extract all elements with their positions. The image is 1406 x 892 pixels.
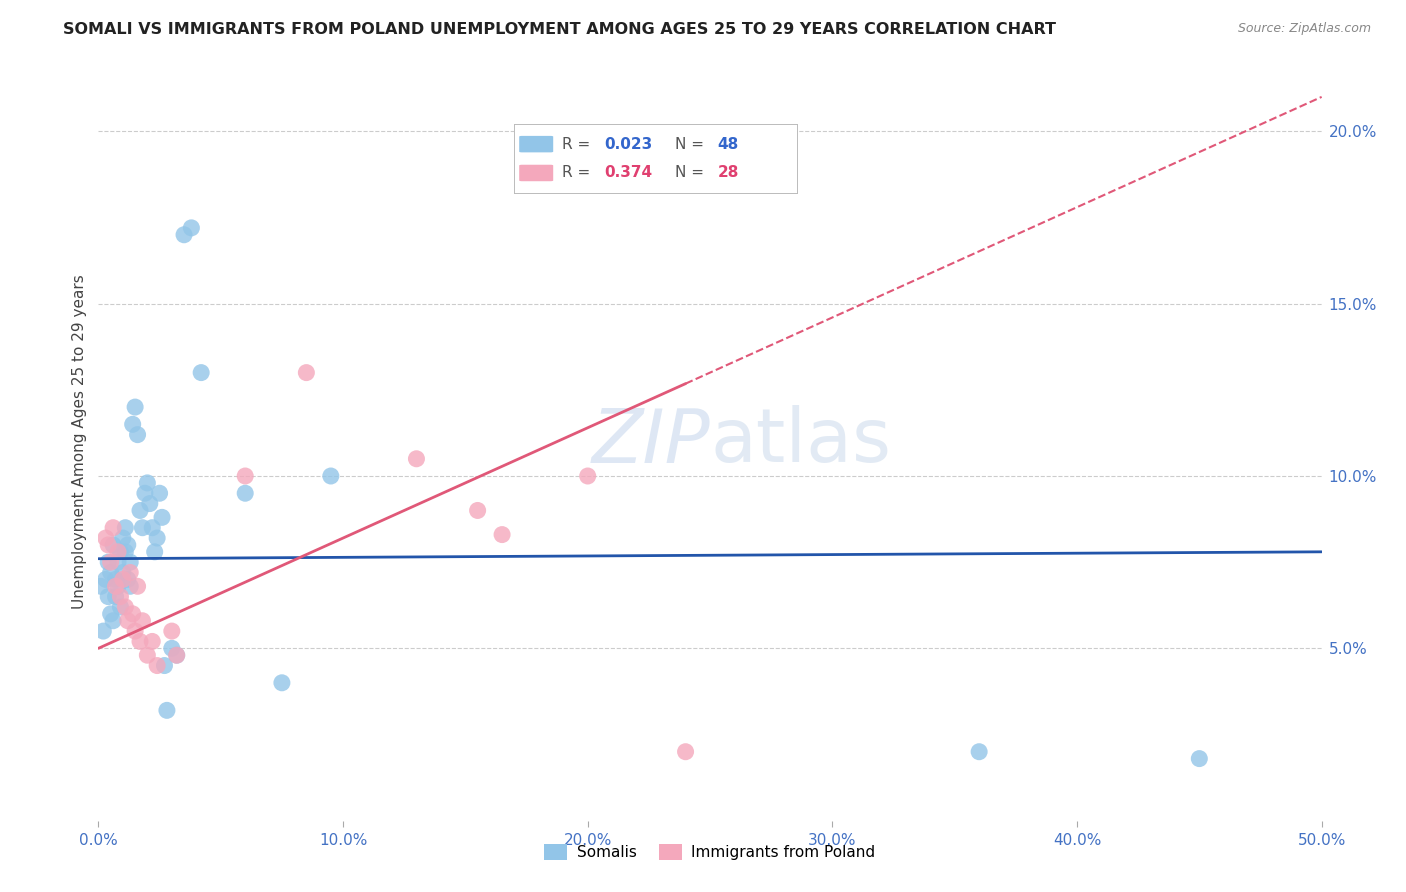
Point — [104, 590, 127, 604]
Point — [295, 366, 318, 380]
Point — [120, 555, 142, 569]
Point — [405, 451, 427, 466]
Point — [160, 641, 183, 656]
Point — [270, 675, 294, 690]
Point — [107, 545, 129, 559]
Point — [160, 624, 183, 639]
Point — [173, 227, 195, 242]
Point — [124, 624, 146, 639]
Point — [129, 634, 152, 648]
Point — [104, 579, 127, 593]
Text: SOMALI VS IMMIGRANTS FROM POLAND UNEMPLOYMENT AMONG AGES 25 TO 29 YEARS CORRELAT: SOMALI VS IMMIGRANTS FROM POLAND UNEMPLO… — [63, 22, 1056, 37]
Point — [156, 703, 179, 717]
FancyBboxPatch shape — [519, 136, 553, 153]
Point — [114, 545, 136, 559]
Point — [150, 510, 173, 524]
Point — [146, 658, 169, 673]
Point — [114, 599, 136, 614]
Point — [120, 579, 142, 593]
Text: Source: ZipAtlas.com: Source: ZipAtlas.com — [1237, 22, 1371, 36]
Point — [110, 599, 132, 614]
Point — [127, 427, 149, 442]
Point — [141, 634, 163, 648]
Point — [111, 531, 134, 545]
Text: ZIP: ZIP — [592, 406, 710, 477]
Point — [146, 531, 169, 545]
Point — [101, 538, 124, 552]
Point — [467, 503, 489, 517]
Point — [233, 486, 256, 500]
Point — [111, 566, 134, 580]
Point — [129, 503, 152, 517]
Point — [141, 521, 163, 535]
Point — [100, 555, 122, 569]
Point — [675, 745, 697, 759]
Point — [97, 590, 120, 604]
Point — [91, 624, 114, 639]
Point — [153, 658, 176, 673]
Text: N =: N = — [675, 166, 709, 180]
Point — [124, 400, 146, 414]
Point — [491, 527, 513, 541]
Point — [121, 607, 143, 621]
Point — [190, 366, 212, 380]
Y-axis label: Unemployment Among Ages 25 to 29 years: Unemployment Among Ages 25 to 29 years — [72, 274, 87, 609]
Point — [101, 521, 124, 535]
Text: R =: R = — [562, 136, 595, 152]
Point — [1188, 751, 1211, 765]
Point — [127, 579, 149, 593]
Point — [180, 220, 202, 235]
Point — [117, 573, 139, 587]
Point — [101, 614, 124, 628]
Point — [107, 579, 129, 593]
Point — [100, 566, 122, 580]
Point — [110, 590, 132, 604]
Point — [143, 545, 166, 559]
Text: 0.374: 0.374 — [605, 166, 652, 180]
Point — [97, 555, 120, 569]
Point — [136, 648, 159, 663]
Point — [166, 648, 188, 663]
Point — [117, 538, 139, 552]
Text: 0.023: 0.023 — [605, 136, 652, 152]
Point — [104, 573, 127, 587]
Point — [166, 648, 188, 663]
Point — [134, 486, 156, 500]
FancyBboxPatch shape — [519, 165, 553, 181]
Point — [131, 521, 153, 535]
Point — [114, 521, 136, 535]
Point — [94, 573, 117, 587]
Point — [136, 475, 159, 490]
Point — [233, 469, 256, 483]
Point — [100, 607, 122, 621]
Point — [107, 555, 129, 569]
Point — [111, 573, 134, 587]
Point — [90, 579, 112, 593]
Point — [117, 614, 139, 628]
Point — [319, 469, 342, 483]
Point — [967, 745, 990, 759]
Point — [139, 497, 162, 511]
Point — [110, 545, 132, 559]
Point — [94, 531, 117, 545]
Point — [149, 486, 172, 500]
Text: R =: R = — [562, 166, 595, 180]
Text: 28: 28 — [717, 166, 740, 180]
Text: N =: N = — [675, 136, 709, 152]
Point — [120, 566, 142, 580]
Point — [131, 614, 153, 628]
Text: atlas: atlas — [710, 405, 891, 478]
Point — [576, 469, 599, 483]
Legend: Somalis, Immigrants from Poland: Somalis, Immigrants from Poland — [538, 838, 882, 866]
Point — [121, 417, 143, 432]
Text: 48: 48 — [717, 136, 738, 152]
Point — [97, 538, 120, 552]
